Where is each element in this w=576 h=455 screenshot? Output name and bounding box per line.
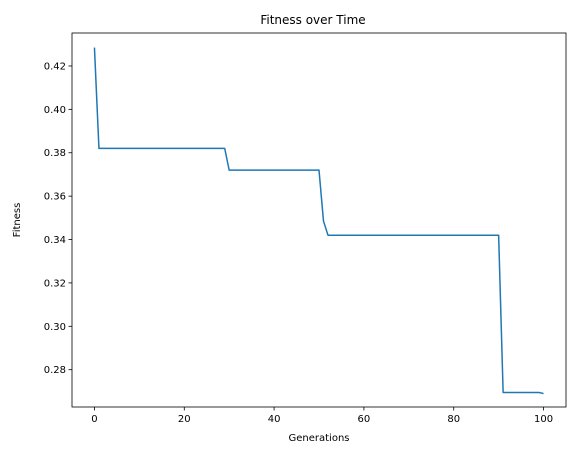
x-tick-label: 20 <box>178 414 191 425</box>
x-tick-label: 100 <box>534 414 553 425</box>
y-tick-label: 0.28 <box>44 365 66 376</box>
x-tick-label: 0 <box>91 414 97 425</box>
series-line-0 <box>93 47 544 395</box>
x-tick-label: 60 <box>358 414 371 425</box>
x-tick-label: 40 <box>268 414 281 425</box>
y-tick-label: 0.34 <box>44 235 66 246</box>
chart-title: Fitness over Time <box>260 13 365 27</box>
x-tick-label: 80 <box>447 414 460 425</box>
series-line-group <box>93 47 544 395</box>
y-axis-label: Fitness <box>12 203 23 238</box>
y-tick-label: 0.38 <box>44 148 66 159</box>
y-tick-label: 0.40 <box>44 105 66 116</box>
x-axis: 0 20 40 60 80 100 <box>91 407 553 425</box>
y-tick-label: 0.36 <box>44 192 66 203</box>
x-axis-label: Generations <box>289 433 350 444</box>
plot-frame <box>71 32 567 408</box>
y-tick-label: 0.30 <box>44 322 66 333</box>
y-tick-label: 0.42 <box>44 61 66 72</box>
y-axis: 0.28 0.30 0.32 0.34 0.36 0.38 0.40 0.42 <box>44 61 72 376</box>
y-tick-label: 0.32 <box>44 278 66 289</box>
